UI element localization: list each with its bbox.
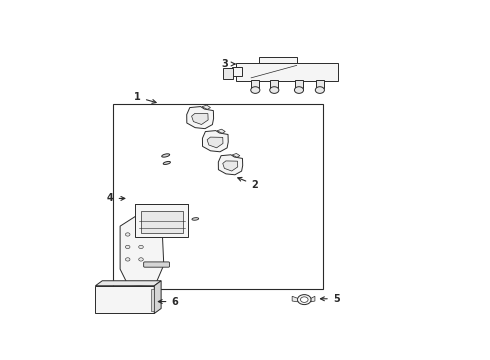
Text: 2: 2	[238, 177, 258, 190]
Circle shape	[139, 258, 143, 261]
Circle shape	[294, 87, 303, 93]
Bar	[259, 57, 297, 63]
Bar	[151, 288, 154, 311]
Bar	[251, 80, 260, 87]
Polygon shape	[154, 281, 161, 314]
Bar	[316, 80, 324, 87]
Polygon shape	[207, 137, 223, 148]
Polygon shape	[223, 161, 238, 171]
Circle shape	[315, 87, 324, 93]
Circle shape	[251, 87, 260, 93]
Circle shape	[139, 233, 143, 236]
Circle shape	[125, 245, 130, 249]
Polygon shape	[292, 296, 297, 302]
Polygon shape	[232, 153, 240, 157]
Polygon shape	[120, 216, 164, 287]
Bar	[222, 68, 233, 79]
Text: 3: 3	[221, 59, 235, 69]
Text: 6: 6	[158, 297, 178, 307]
Text: 1: 1	[134, 92, 156, 103]
Circle shape	[139, 245, 143, 249]
Circle shape	[297, 294, 311, 305]
Polygon shape	[311, 296, 315, 302]
Ellipse shape	[192, 218, 198, 220]
Bar	[96, 286, 154, 314]
FancyBboxPatch shape	[144, 262, 170, 267]
Bar	[141, 211, 183, 233]
Ellipse shape	[162, 154, 170, 157]
Bar	[236, 63, 339, 81]
Text: 4: 4	[107, 193, 125, 203]
Bar	[270, 80, 278, 87]
Circle shape	[125, 233, 130, 236]
Text: 5: 5	[320, 294, 340, 304]
Bar	[295, 80, 303, 87]
Polygon shape	[192, 113, 208, 125]
Bar	[113, 104, 323, 288]
Circle shape	[125, 258, 130, 261]
Circle shape	[300, 297, 308, 302]
Polygon shape	[187, 107, 214, 129]
Circle shape	[270, 87, 279, 93]
Bar	[135, 204, 189, 237]
Polygon shape	[202, 131, 228, 152]
Polygon shape	[217, 129, 225, 133]
Bar	[232, 67, 242, 76]
Polygon shape	[96, 281, 161, 286]
Polygon shape	[202, 105, 211, 109]
Polygon shape	[219, 155, 243, 175]
Ellipse shape	[163, 161, 171, 165]
